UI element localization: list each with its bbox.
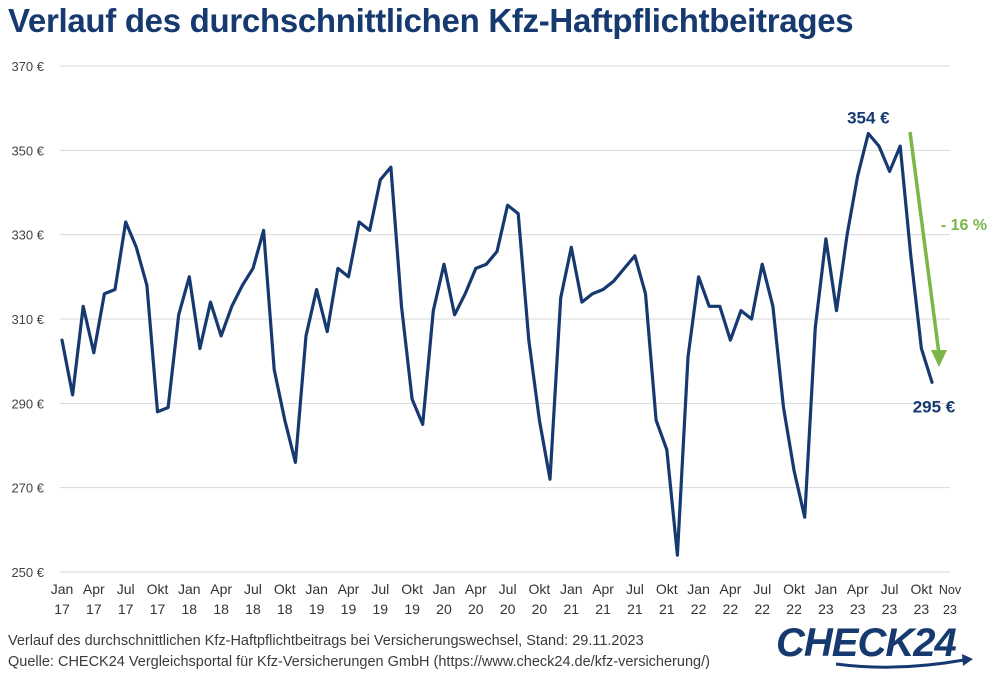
- x-tick-label: Apr: [338, 581, 360, 597]
- svg-text:CHECK24: CHECK24: [776, 621, 956, 665]
- x-tick-label: Okt: [910, 581, 932, 597]
- x-tick-label: Apr: [210, 581, 232, 597]
- x-tick-label: 21: [563, 601, 579, 617]
- x-tick-label: 19: [404, 601, 420, 617]
- footer-note: Verlauf des durchschnittlichen Kfz-Haftp…: [8, 633, 644, 649]
- x-tick-label: Jan: [178, 581, 201, 597]
- footer-source: Quelle: CHECK24 Vergleichsportal für Kfz…: [8, 654, 710, 670]
- x-tick-label: Jan: [433, 581, 456, 597]
- x-tick-label: 20: [532, 601, 548, 617]
- x-tick-label: Apr: [83, 581, 105, 597]
- x-tick-label: Apr: [465, 581, 487, 597]
- x-tick-label: Jul: [753, 581, 771, 597]
- gridlines: [60, 65, 950, 573]
- end-value-label: 295 €: [913, 397, 956, 416]
- x-tick-label: 23: [914, 601, 930, 617]
- x-tick-label: 20: [500, 601, 516, 617]
- x-tick-label: Jan: [51, 581, 74, 597]
- x-tick-label: Jul: [117, 581, 135, 597]
- x-tick-label: Apr: [592, 581, 614, 597]
- check24-logo: CHECK24: [776, 621, 973, 669]
- x-tick-label: 18: [182, 601, 198, 617]
- x-tick-label: Jan: [815, 581, 838, 597]
- x-tick-label: 23: [882, 601, 898, 617]
- x-tick-label: Nov: [939, 583, 962, 597]
- x-tick-label: Okt: [656, 581, 678, 597]
- x-tick-label: 22: [786, 601, 802, 617]
- y-tick-label: 370 €: [11, 59, 44, 74]
- chart-title: Verlauf des durchschnittlichen Kfz-Haftp…: [8, 2, 854, 39]
- y-tick-label: 250 €: [11, 565, 44, 580]
- decline-arrow: [908, 131, 947, 367]
- x-tick-label: 21: [627, 601, 643, 617]
- y-tick-label: 290 €: [11, 396, 44, 411]
- x-tick-label: 17: [86, 601, 102, 617]
- x-tick-label: Jul: [626, 581, 644, 597]
- change-percentage-label: - 16 %: [941, 217, 987, 234]
- x-tick-label: Okt: [529, 581, 551, 597]
- y-tick-label: 330 €: [11, 228, 44, 243]
- series-line-kfz-beitrag: [60, 131, 934, 557]
- y-tick-label: 270 €: [11, 481, 44, 496]
- x-tick-label: 21: [595, 601, 611, 617]
- y-tick-label: 310 €: [11, 312, 44, 327]
- x-tick-label: 18: [277, 601, 293, 617]
- x-tick-label: Okt: [147, 581, 169, 597]
- x-tick-label: Okt: [274, 581, 296, 597]
- x-tick-label: Jul: [881, 581, 899, 597]
- x-tick-label: 20: [436, 601, 452, 617]
- x-tick-label: Jan: [687, 581, 710, 597]
- x-tick-label: 18: [213, 601, 229, 617]
- x-tick-label: Jul: [244, 581, 262, 597]
- x-tick-label: 21: [659, 601, 675, 617]
- x-tick-label: 17: [150, 601, 166, 617]
- y-axis-labels: 250 € 270 € 290 € 310 € 330 € 350 € 370 €: [11, 59, 44, 580]
- x-tick-label: 22: [723, 601, 739, 617]
- x-tick-label: Jan: [560, 581, 583, 597]
- x-tick-label: Jan: [305, 581, 328, 597]
- x-tick-label: 23: [818, 601, 834, 617]
- x-tick-label: Okt: [783, 581, 805, 597]
- x-tick-label: 19: [373, 601, 389, 617]
- x-tick-label: 17: [54, 601, 70, 617]
- x-tick-label: 18: [245, 601, 261, 617]
- y-tick-label: 350 €: [11, 143, 44, 158]
- x-tick-label: Okt: [401, 581, 423, 597]
- x-tick-label: Jul: [371, 581, 389, 597]
- x-tick-label: 22: [691, 601, 707, 617]
- x-tick-label: 20: [468, 601, 484, 617]
- x-tick-label: 23: [850, 601, 866, 617]
- x-tick-label: 19: [309, 601, 325, 617]
- x-axis-labels: Jan 17 Apr 17 Jul 17 Okt 17 Jan 18 Apr 18 Jul 18 Okt 18…: [51, 581, 962, 617]
- x-tick-label: 17: [118, 601, 134, 617]
- peak-value-label: 354 €: [847, 108, 890, 127]
- x-tick-label: Apr: [720, 581, 742, 597]
- x-tick-label: Apr: [847, 581, 869, 597]
- x-tick-label: 19: [341, 601, 357, 617]
- x-tick-label: Jul: [499, 581, 517, 597]
- x-tick-label: 23: [943, 603, 957, 617]
- x-tick-label: 22: [754, 601, 770, 617]
